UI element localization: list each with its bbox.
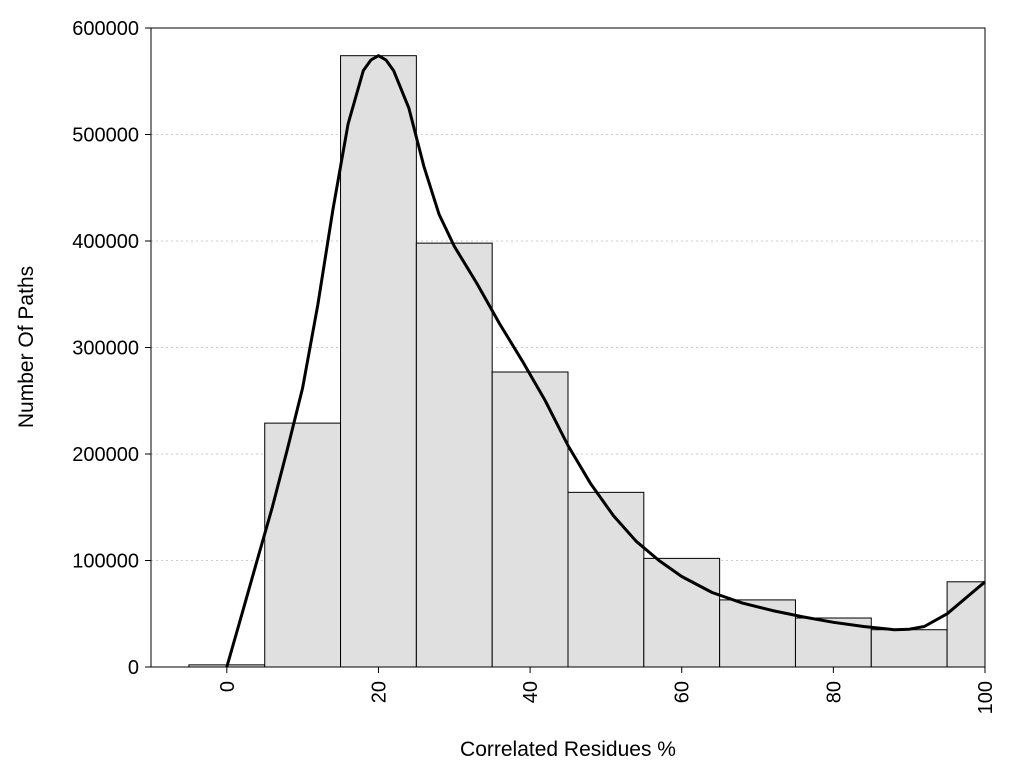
y-tick-label: 400000 [72,231,139,253]
x-tick-label: 80 [823,681,845,703]
density-curve-layer [225,54,986,668]
x-tick-label: 60 [672,681,694,703]
histogram-bar [870,629,948,668]
x-axis-ticks: 0 20 40 60 80 100 [217,667,997,714]
histogram-bar [491,371,569,668]
y-tick-label: 600000 [72,18,139,40]
histogram-bars [188,55,986,668]
histogram-bar [719,599,796,668]
histogram-bar [415,242,493,668]
x-tick-label: 40 [520,681,542,703]
histogram-bar [567,491,645,668]
histogram-bar [643,557,721,668]
histogram-bar [340,55,417,668]
density-curve [225,54,986,668]
y-tick-label: 500000 [72,125,139,147]
x-tick-label: 20 [368,681,390,703]
y-tick-label: 300000 [72,338,139,360]
histogram-bar [264,422,342,668]
histogram-bar [946,581,986,668]
x-tick-label: 100 [975,681,997,714]
y-tick-label: 200000 [72,444,139,466]
y-axis-title: Number Of Paths [15,266,38,428]
y-axis-ticks: 0 100000 200000 300000 400000 500000 600000 [72,18,151,679]
y-tick-label: 0 [128,657,139,679]
x-tick-label: 0 [217,681,239,692]
x-axis-title: Correlated Residues % [460,738,676,761]
y-tick-label: 100000 [72,551,139,573]
